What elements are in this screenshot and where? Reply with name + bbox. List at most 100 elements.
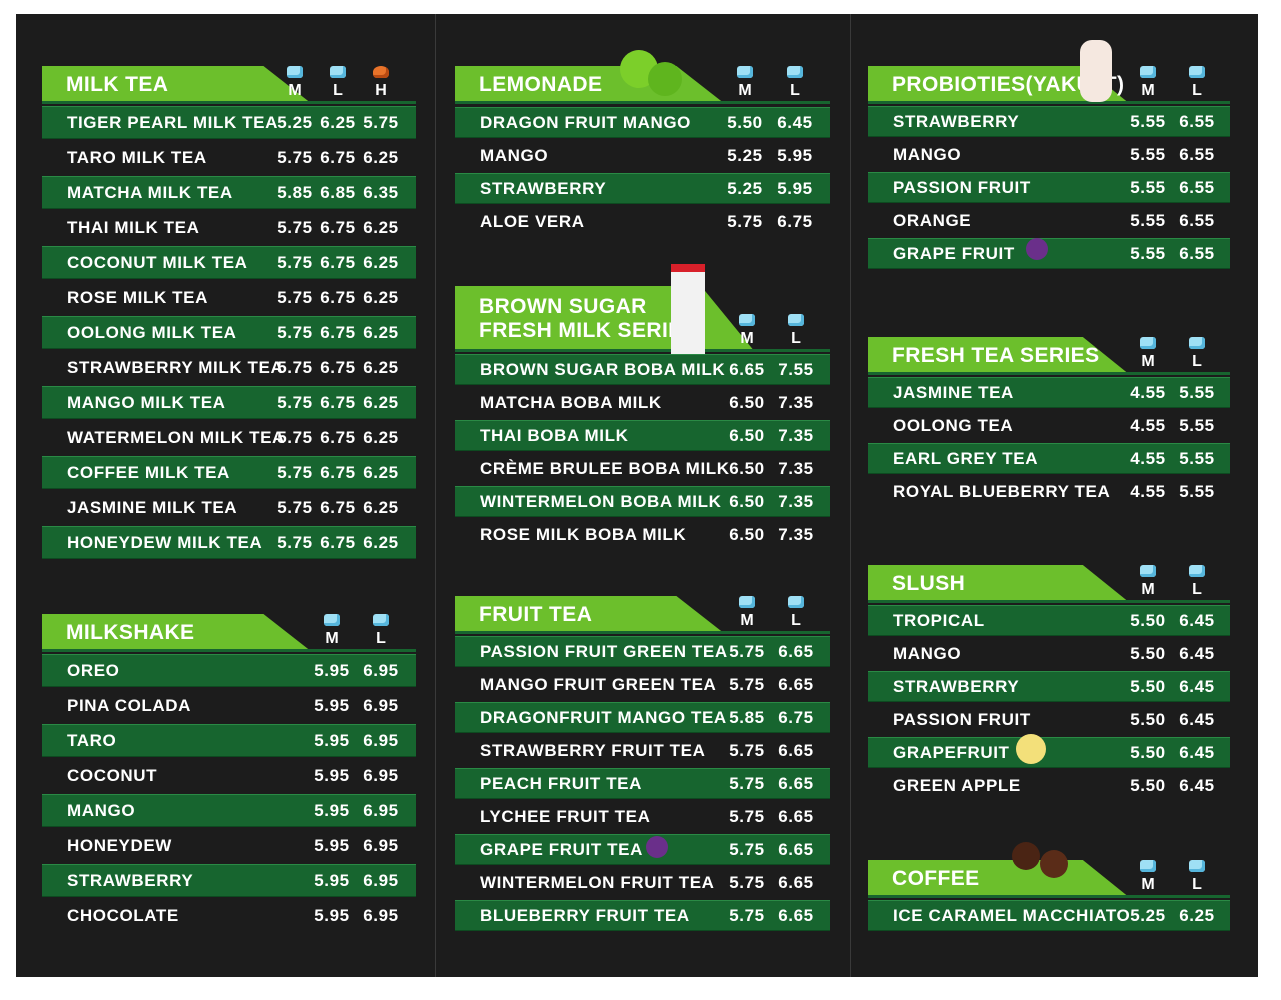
item-price: 5.75 (277, 217, 313, 237)
size-icon (737, 66, 753, 78)
item-price: 5.75 (277, 532, 313, 552)
item-price: 7.35 (778, 425, 814, 445)
item-price: 6.50 (729, 458, 765, 478)
menu-row (868, 737, 1230, 768)
item-name: OREO (67, 660, 120, 680)
menu-row (42, 456, 416, 489)
item-name: TIGER PEARL MILK TEA (67, 112, 278, 132)
size-icon (1189, 66, 1205, 78)
item-price: 6.75 (320, 252, 356, 272)
size-label: L (790, 82, 800, 99)
size-icon (788, 314, 804, 326)
item-name: MANGO (67, 800, 136, 820)
item-price: 6.95 (363, 660, 399, 680)
item-price: 6.65 (778, 641, 814, 661)
item-price: 6.45 (1179, 742, 1215, 762)
section-title: SLUSH (892, 572, 966, 595)
item-name: BLUEBERRY FRUIT TEA (480, 905, 690, 925)
size-label: M (1141, 581, 1155, 598)
item-price: 5.75 (277, 287, 313, 307)
item-price: 6.25 (363, 532, 399, 552)
divider (850, 14, 851, 977)
menu-row (42, 386, 416, 419)
item-price: 6.75 (320, 497, 356, 517)
item-price: 6.95 (363, 870, 399, 890)
item-price: 6.75 (778, 707, 814, 727)
item-price: 6.45 (1179, 643, 1215, 663)
item-price: 5.75 (277, 497, 313, 517)
item-price: 5.95 (314, 730, 350, 750)
size-icon (787, 66, 803, 78)
section-header (455, 596, 725, 634)
item-price: 5.25 (727, 145, 763, 165)
item-price: 6.65 (778, 806, 814, 826)
item-price: 5.75 (729, 740, 765, 760)
header-bar (455, 631, 830, 634)
item-name: ICE CARAMEL MACCHIATO (893, 905, 1131, 925)
item-name: WATERMELON MILK TEA (67, 427, 285, 447)
item-price: 5.75 (729, 872, 765, 892)
item-name: TARO MILK TEA (67, 147, 207, 167)
size-label: L (1192, 353, 1202, 370)
item-price: 5.75 (277, 147, 313, 167)
item-price: 5.55 (1179, 448, 1215, 468)
item-price: 6.65 (778, 872, 814, 892)
size-label: L (376, 630, 386, 647)
item-price: 5.55 (1179, 481, 1215, 501)
item-price: 6.75 (320, 287, 356, 307)
item-price: 6.25 (363, 392, 399, 412)
item-price: 5.75 (729, 806, 765, 826)
item-price: 6.75 (320, 322, 356, 342)
item-price: 5.95 (314, 695, 350, 715)
section-header (868, 565, 1130, 603)
item-price: 6.45 (1179, 610, 1215, 630)
item-price: 5.25 (1130, 905, 1166, 925)
section-header (42, 614, 312, 652)
item-price: 5.55 (1179, 415, 1215, 435)
size-label: M (1141, 876, 1155, 893)
item-name: WINTERMELON FRUIT TEA (480, 872, 715, 892)
item-price: 5.75 (729, 773, 765, 793)
size-label: L (333, 82, 343, 99)
size-label: M (738, 82, 752, 99)
item-name: WINTERMELON BOBA MILK (480, 491, 722, 511)
header-bar (868, 372, 1230, 375)
item-price: 7.35 (778, 524, 814, 544)
item-price: 5.75 (729, 839, 765, 859)
item-price: 4.55 (1130, 415, 1166, 435)
section-header (868, 337, 1130, 375)
menu-row (868, 671, 1230, 702)
menu-row (455, 173, 830, 204)
item-name: CRÈME BRULEE BOBA MILK (480, 458, 730, 478)
item-price: 7.35 (778, 458, 814, 478)
section-title: PROBIOTIES(YAKULT) (892, 73, 1125, 96)
menu-row (455, 486, 830, 517)
size-icon (739, 596, 755, 608)
item-name: MATCHA BOBA MILK (480, 392, 662, 412)
size-label: M (288, 82, 302, 99)
section-title: COFFEE (892, 867, 980, 890)
menu-row (42, 316, 416, 349)
item-price: 6.50 (729, 392, 765, 412)
item-price: 6.75 (320, 357, 356, 377)
size-label: L (791, 330, 801, 347)
section-title: FRESH TEA SERIES (892, 344, 1100, 367)
item-price: 6.95 (363, 800, 399, 820)
item-price: 5.85 (729, 707, 765, 727)
item-price: 6.45 (1179, 709, 1215, 729)
section-header (455, 286, 755, 352)
item-name: MANGO FRUIT GREEN TEA (480, 674, 717, 694)
size-label: L (1192, 876, 1202, 893)
size-label: M (740, 612, 754, 629)
item-price: 6.25 (363, 252, 399, 272)
item-price: 5.55 (1130, 210, 1166, 230)
item-name: ROYAL BLUEBERRY TEA (893, 481, 1111, 501)
header-bar (868, 895, 1230, 898)
item-price: 5.75 (727, 211, 763, 231)
menu-row (455, 834, 830, 865)
item-name: HONEYDEW MILK TEA (67, 532, 263, 552)
item-price: 5.95 (314, 870, 350, 890)
menu-row (42, 724, 416, 757)
menu-row (868, 106, 1230, 137)
item-price: 6.75 (320, 392, 356, 412)
